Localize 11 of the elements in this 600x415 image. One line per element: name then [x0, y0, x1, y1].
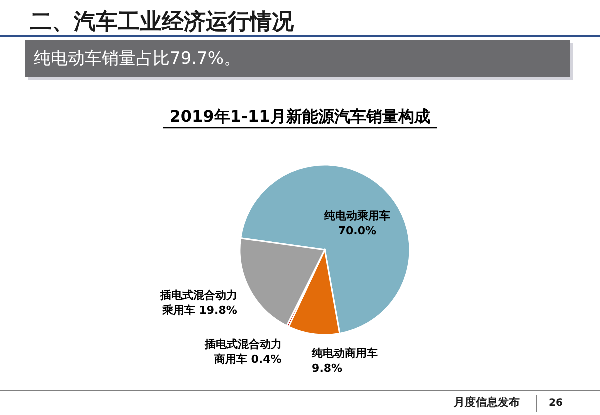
- text: 二、汽车工业经济运行情况: [30, 9, 295, 35]
- chart-title: 2019年1-11月新能源汽车销量构成: [170, 107, 430, 126]
- data-label: 9.8%: [312, 362, 343, 376]
- chart-subtitle: 纯电动车销量占比79.7%。: [34, 49, 242, 69]
- text: 26: [549, 398, 563, 409]
- slice-label: 纯电动乘用车: [323, 209, 390, 222]
- data-label: 70.0%: [338, 224, 376, 238]
- slice-label: 插电式混合动力乘用车 19.8%: [159, 289, 238, 318]
- slice-label: 插电式混合动力商用车 0.4%: [204, 338, 282, 366]
- text: 月度信息发布: [453, 396, 520, 409]
- slice-label: 纯电动商用车: [311, 347, 378, 360]
